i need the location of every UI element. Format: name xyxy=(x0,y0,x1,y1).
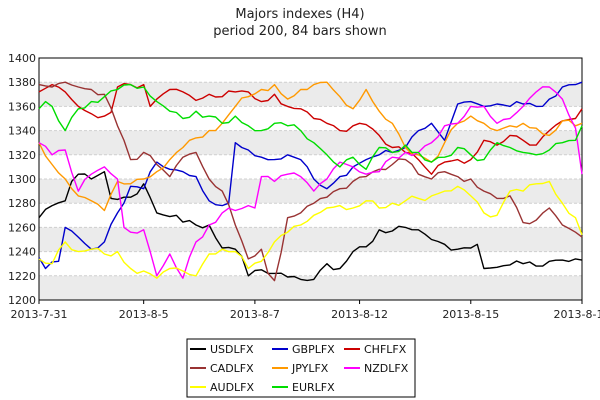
y-tick-label: 1220 xyxy=(8,270,36,283)
y-tick-label: 1260 xyxy=(8,221,36,234)
series-line-nzdlfx xyxy=(38,86,583,279)
series-line-usdlfx xyxy=(38,170,583,282)
y-tick-label: 1340 xyxy=(8,125,36,138)
y-tick-label: 1400 xyxy=(8,52,36,65)
x-axis: 2013-7-31 2013-8-5 2013-8-7 2013-8-12 2013-8… xyxy=(11,300,600,321)
grid xyxy=(39,57,582,301)
legend-label-chflfx: CHFLFX xyxy=(364,343,407,356)
legend: USDLFX GBPLFX CHFLFX CADLFX JPYLFX NZDLFX AUDL… xyxy=(190,343,409,394)
series-lines xyxy=(38,81,583,282)
plot-band xyxy=(39,227,582,252)
plot-frame xyxy=(38,57,583,301)
series-line-audlfx xyxy=(38,180,583,279)
series-line-gbplfx xyxy=(38,81,583,270)
legend-label-nzdlfx: NZDLFX xyxy=(364,362,409,375)
legend-label-jpylfx: JPYLFX xyxy=(291,362,329,375)
x-tick-label: 2013-8-12 xyxy=(331,308,388,321)
legend-label-audlfx: AUDLFX xyxy=(210,381,255,394)
legend-label-cadlfx: CADLFX xyxy=(210,362,254,375)
series-line-jpylfx xyxy=(38,81,583,212)
y-tick-label: 1320 xyxy=(8,149,36,162)
x-tick-label: 2013-8-15 xyxy=(442,308,499,321)
plot-band xyxy=(39,179,582,204)
plot-background-bands xyxy=(39,82,582,300)
legend-label-eurlfx: EURLFX xyxy=(292,381,335,394)
y-axis: 1200 1220 1240 1260 1280 1300 1320 1340 1360 1380… xyxy=(8,52,36,307)
series-line-eurlfx xyxy=(38,83,583,171)
legend-label-usdlfx: USDLFX xyxy=(210,343,254,356)
y-tick-label: 1200 xyxy=(8,294,36,307)
y-tick-label: 1380 xyxy=(8,76,36,89)
chart-title: Majors indexes (H4) xyxy=(235,7,364,22)
y-tick-label: 1280 xyxy=(8,197,36,210)
chart-subtitle: period 200, 84 bars shown xyxy=(213,24,387,39)
legend-box xyxy=(186,338,416,398)
y-tick-label: 1240 xyxy=(8,246,36,259)
x-tick-label: 2013-8-5 xyxy=(119,308,169,321)
series-line-cadlfx xyxy=(38,81,583,282)
x-tick-label: 2013-7-31 xyxy=(11,308,68,321)
legend-label-gbplfx: GBPLFX xyxy=(292,343,335,356)
y-tick-label: 1300 xyxy=(8,173,36,186)
y-tick-label: 1360 xyxy=(8,100,36,113)
x-tick-label: 2013-8-7 xyxy=(230,308,280,321)
x-tick-label: 2013-8-19 xyxy=(554,308,600,321)
